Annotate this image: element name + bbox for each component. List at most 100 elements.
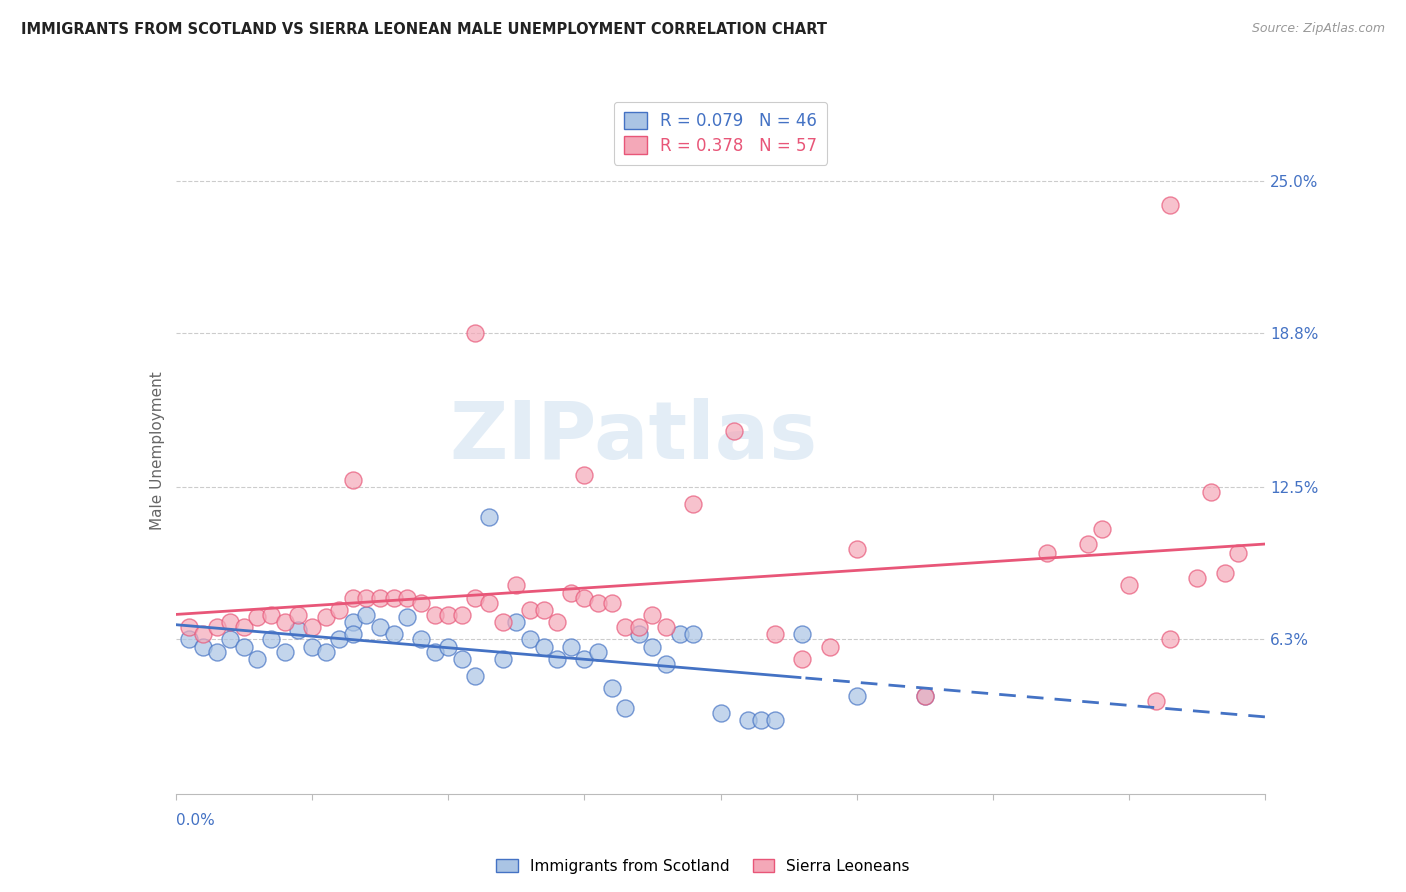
Point [328,632,350,647]
Point [710,706,733,720]
Point [519,603,541,617]
Point [368,591,391,605]
Point [191,627,214,641]
Point [627,627,650,641]
Point [246,610,269,624]
Point [533,640,555,654]
Point [478,596,501,610]
Point [1091,522,1114,536]
Point [315,644,337,658]
Point [260,607,283,622]
Point [737,714,759,728]
Point [792,627,814,641]
Point [191,640,214,654]
Point [342,615,364,630]
Text: Source: ZipAtlas.com: Source: ZipAtlas.com [1251,22,1385,36]
Point [232,620,254,634]
Y-axis label: Male Unemployment: Male Unemployment [149,371,165,530]
Point [845,689,868,703]
Point [546,615,568,630]
Point [356,591,378,605]
Point [274,615,297,630]
Point [179,620,201,634]
Point [409,596,432,610]
Point [464,326,486,340]
Point [614,701,637,715]
Point [396,591,419,605]
Point [586,596,609,610]
Point [342,473,364,487]
Point [914,689,936,703]
Text: IMMIGRANTS FROM SCOTLAND VS SIERRA LEONEAN MALE UNEMPLOYMENT CORRELATION CHART: IMMIGRANTS FROM SCOTLAND VS SIERRA LEONE… [21,22,827,37]
Point [1159,632,1181,647]
Point [533,603,555,617]
Point [627,620,650,634]
Legend: Immigrants from Scotland, Sierra Leoneans: Immigrants from Scotland, Sierra Leonean… [491,853,915,880]
Point [586,644,609,658]
Point [818,640,841,654]
Point [682,498,704,512]
Point [437,640,460,654]
Point [246,652,269,666]
Point [763,627,786,641]
Point [845,541,868,556]
Point [301,640,323,654]
Point [600,596,623,610]
Text: 0.0%: 0.0% [176,814,215,828]
Point [574,467,596,482]
Point [655,620,678,634]
Point [423,607,446,622]
Point [315,610,337,624]
Point [574,652,596,666]
Point [423,644,446,658]
Point [574,591,596,605]
Point [219,615,242,630]
Point [450,652,472,666]
Point [1159,198,1181,212]
Point [396,610,419,624]
Point [614,620,637,634]
Point [287,623,309,637]
Point [342,627,364,641]
Point [356,607,378,622]
Point [600,681,623,696]
Point [1187,571,1209,585]
Point [1227,546,1250,561]
Point [409,632,432,647]
Point [260,632,283,647]
Point [723,424,745,438]
Point [1118,578,1140,592]
Point [382,591,405,605]
Point [478,509,501,524]
Point [519,632,541,647]
Point [232,640,254,654]
Point [464,591,486,605]
Point [205,620,228,634]
Point [219,632,242,647]
Point [450,607,472,622]
Point [560,640,582,654]
Point [179,632,201,647]
Point [682,627,704,641]
Point [914,689,936,703]
Point [1036,546,1059,561]
Point [641,607,664,622]
Point [792,652,814,666]
Point [668,627,690,641]
Point [205,644,228,658]
Point [1199,485,1222,500]
Point [655,657,678,671]
Point [546,652,568,666]
Point [560,585,582,599]
Legend: R = 0.079   N = 46, R = 0.378   N = 57: R = 0.079 N = 46, R = 0.378 N = 57 [614,102,827,165]
Point [301,620,323,634]
Point [287,607,309,622]
Point [492,615,515,630]
Point [437,607,460,622]
Point [1144,694,1167,708]
Point [751,714,773,728]
Point [492,652,515,666]
Point [505,578,527,592]
Point [342,591,364,605]
Point [1213,566,1236,581]
